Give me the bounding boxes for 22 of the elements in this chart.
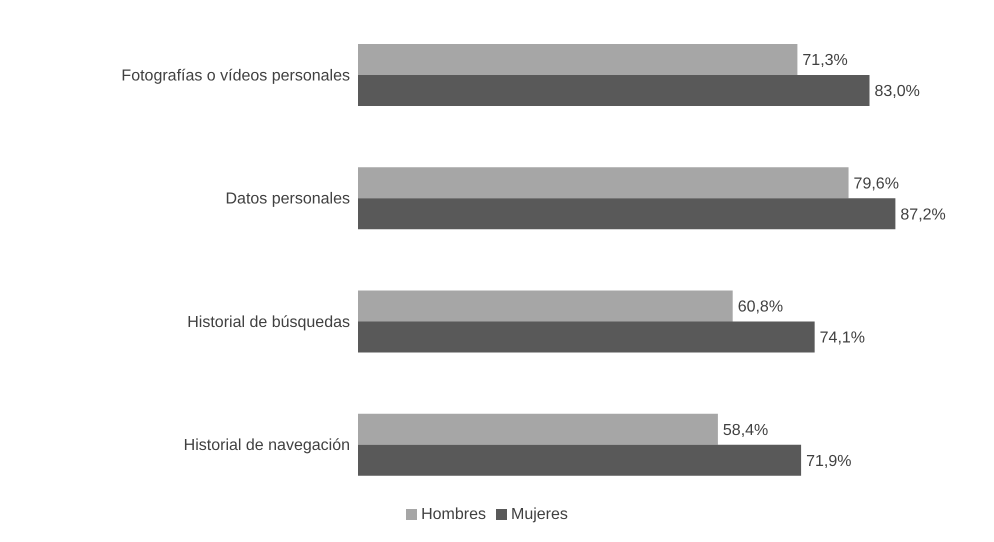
y-tick-label: Fotografías o vídeos personales [121, 67, 350, 84]
bar [358, 167, 849, 198]
bar [358, 414, 718, 445]
legend-label: Hombres [421, 506, 486, 523]
y-tick-label: Historial de navegación [184, 437, 350, 454]
data-label: 83,0% [874, 83, 920, 100]
data-label: 60,8% [738, 298, 784, 316]
y-tick-label: Datos personales [225, 190, 350, 208]
y-tick-label: Historial de búsquedas [187, 314, 350, 331]
bar [358, 322, 815, 352]
data-label: 71,9% [806, 452, 852, 470]
legend-label: Mujeres [511, 506, 568, 523]
bar [358, 444, 802, 476]
bar [358, 290, 733, 322]
bar [358, 44, 798, 75]
data-label: 74,1% [820, 330, 866, 347]
data-label: 58,4% [722, 422, 768, 439]
bar [358, 75, 870, 106]
bar [358, 198, 896, 230]
data-label: 79,6% [854, 175, 899, 192]
data-label: 71,3% [802, 52, 848, 70]
data-label: 87,2% [900, 206, 946, 224]
